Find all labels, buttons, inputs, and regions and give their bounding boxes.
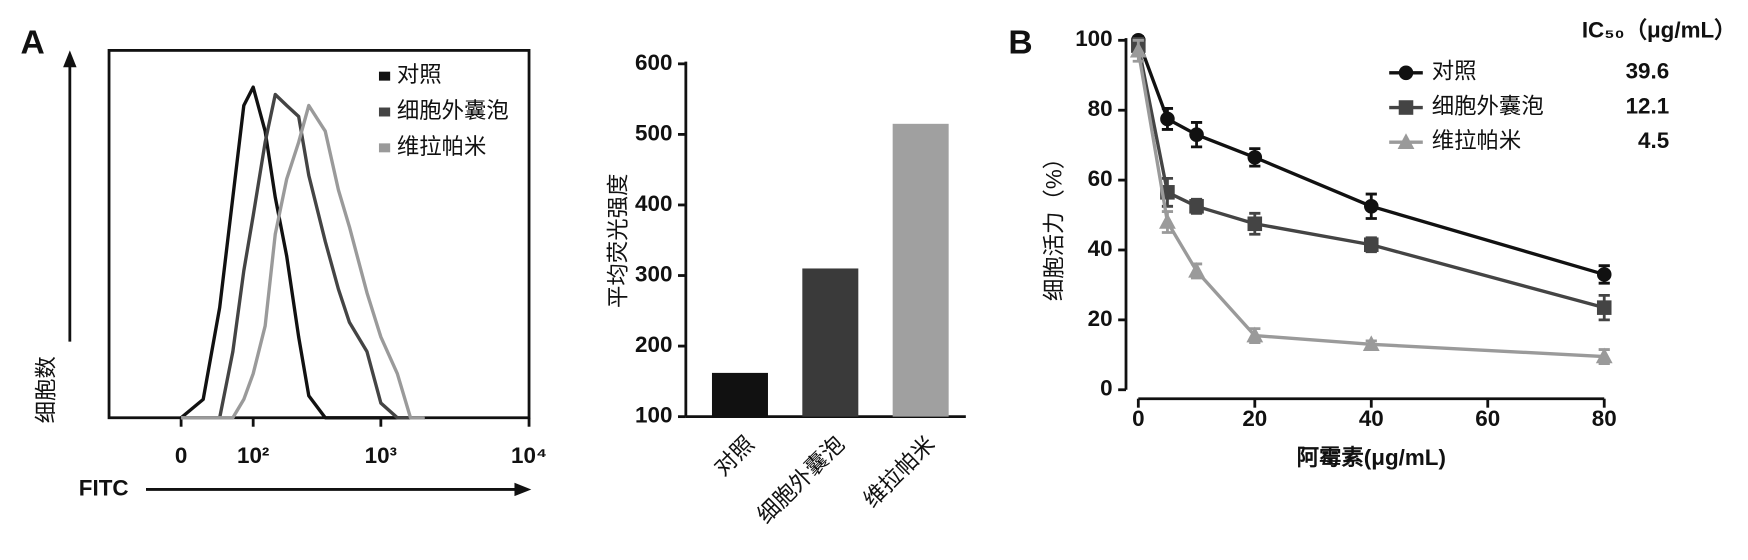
panel-letter: B	[1008, 25, 1032, 62]
y-tick-label: 80	[1088, 96, 1113, 121]
y-tick-label: 60	[1088, 166, 1113, 191]
x-tick-label: 10³	[365, 443, 397, 468]
data-point	[1189, 127, 1204, 142]
arrow-head	[514, 482, 532, 497]
series-line	[1136, 45, 1605, 310]
x-axis-label: FITC	[79, 475, 129, 500]
bar	[802, 268, 859, 417]
data-point	[1188, 261, 1205, 278]
y-axis-label: 平均荧光强度	[606, 174, 631, 308]
data-point	[1246, 326, 1264, 343]
legend-marker	[1398, 100, 1414, 115]
legend-swatch	[378, 71, 391, 81]
ic50-value: 39.6	[1626, 59, 1670, 84]
series-line	[180, 85, 425, 420]
y-tick-label: 600	[635, 50, 672, 75]
series-line	[1136, 50, 1605, 359]
legend-marker	[1398, 65, 1414, 81]
x-tick-label: 细胞外囊泡	[752, 431, 849, 528]
y-tick-label: 200	[635, 332, 672, 357]
legend-label: 维拉帕米	[1432, 128, 1522, 153]
y-tick-label: 20	[1088, 306, 1113, 331]
plot-frame	[107, 49, 531, 420]
y-tick-label: 400	[635, 191, 672, 216]
series-line	[1136, 39, 1605, 277]
data-point	[1364, 199, 1379, 214]
y-tick-label: 100	[1075, 26, 1112, 51]
data-point	[1159, 213, 1176, 229]
ic50-value: 12.1	[1626, 93, 1670, 118]
x-tick-label: 60	[1475, 406, 1500, 431]
data-point	[1247, 150, 1263, 165]
data-point	[1160, 111, 1175, 127]
legend-label: 维拉帕米	[397, 134, 487, 159]
x-tick-label: 维拉帕米	[859, 431, 940, 512]
series-line	[181, 92, 425, 420]
y-tick-label: 500	[635, 120, 672, 145]
legend-marker	[1397, 133, 1415, 149]
x-tick-label: 80	[1592, 406, 1617, 431]
table-header: IC₅₀（μg/mL）	[1582, 17, 1737, 42]
legend-swatch	[378, 107, 391, 117]
x-tick-label: 0	[1132, 406, 1144, 431]
ic50-value: 4.5	[1638, 128, 1669, 153]
y-tick-label: 300	[635, 261, 672, 286]
series-line	[181, 103, 425, 420]
y-axis-label: 细胞活力（%）	[1041, 147, 1066, 301]
data-point	[1189, 199, 1204, 214]
x-tick-label: 20	[1242, 406, 1267, 431]
y-tick-label: 100	[635, 403, 672, 428]
data-point	[1596, 300, 1612, 315]
legend-label: 对照	[1432, 59, 1477, 84]
x-tick-label: 40	[1359, 406, 1384, 431]
bar	[711, 372, 768, 417]
data-point	[1129, 41, 1147, 58]
x-tick-label: 0	[175, 443, 187, 468]
data-point	[1247, 216, 1263, 232]
legend-swatch	[378, 143, 391, 153]
y-axis-label: 细胞数	[33, 356, 58, 423]
data-point	[1595, 347, 1613, 364]
legend-label: 对照	[397, 62, 442, 87]
legend-label: 细胞外囊泡	[1432, 93, 1544, 118]
data-point	[1596, 267, 1612, 282]
data-point	[1364, 237, 1379, 253]
data-point	[1362, 335, 1380, 352]
legend-label: 细胞外囊泡	[397, 98, 509, 123]
x-tick-label: 对照	[710, 431, 759, 480]
panel-letter: A	[21, 25, 45, 62]
y-tick-label: 0	[1100, 376, 1112, 401]
bar	[892, 123, 949, 417]
x-axis-label: 阿霉素(μg/mL)	[1297, 444, 1446, 470]
x-tick-label: 10²	[237, 443, 269, 468]
y-tick-label: 40	[1088, 236, 1113, 261]
arrow-head	[63, 50, 77, 68]
x-tick-label: 10⁴	[511, 443, 547, 468]
